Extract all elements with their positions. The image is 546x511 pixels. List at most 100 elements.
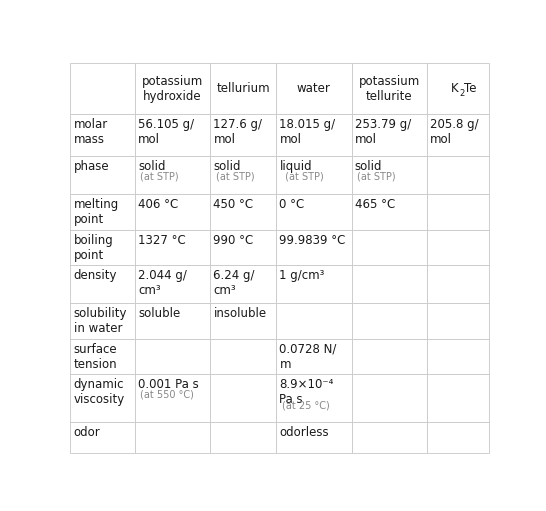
- Text: 99.9839 °C: 99.9839 °C: [280, 234, 346, 247]
- Text: (at 550 °C): (at 550 °C): [140, 389, 194, 399]
- Bar: [70, 374, 135, 422]
- Bar: [427, 339, 489, 374]
- Text: (at STP): (at STP): [216, 171, 254, 181]
- Bar: [70, 422, 135, 453]
- Bar: [70, 114, 135, 156]
- Text: 18.015 g/
mol: 18.015 g/ mol: [280, 118, 336, 146]
- Bar: [135, 339, 210, 374]
- Text: odor: odor: [74, 426, 100, 439]
- Text: 1 g/cm³: 1 g/cm³: [280, 269, 325, 282]
- Bar: [210, 374, 276, 422]
- Text: solid: solid: [355, 160, 382, 173]
- Bar: [70, 265, 135, 304]
- Text: 2.044 g/
cm³: 2.044 g/ cm³: [138, 269, 187, 297]
- Text: 465 °C: 465 °C: [355, 198, 395, 212]
- Text: tellurium: tellurium: [216, 82, 270, 95]
- Text: 6.24 g/
cm³: 6.24 g/ cm³: [213, 269, 255, 297]
- Bar: [210, 63, 276, 114]
- Text: K: K: [450, 82, 458, 95]
- Bar: [276, 156, 352, 194]
- Bar: [70, 63, 135, 114]
- Bar: [135, 265, 210, 304]
- Bar: [70, 339, 135, 374]
- Text: (at 25 °C): (at 25 °C): [282, 401, 329, 410]
- Text: 1327 °C: 1327 °C: [138, 234, 186, 247]
- Text: 8.9×10⁻⁴
Pa s: 8.9×10⁻⁴ Pa s: [280, 378, 334, 406]
- Bar: [210, 114, 276, 156]
- Bar: [135, 304, 210, 339]
- Bar: [352, 304, 427, 339]
- Text: 0.001 Pa s: 0.001 Pa s: [138, 378, 199, 391]
- Text: odorless: odorless: [280, 426, 329, 439]
- Bar: [427, 374, 489, 422]
- Bar: [352, 422, 427, 453]
- Text: Te: Te: [465, 82, 477, 95]
- Bar: [210, 194, 276, 229]
- Text: 205.8 g/
mol: 205.8 g/ mol: [430, 118, 479, 146]
- Bar: [210, 265, 276, 304]
- Bar: [135, 194, 210, 229]
- Text: soluble: soluble: [138, 307, 180, 320]
- Bar: [352, 194, 427, 229]
- Bar: [210, 304, 276, 339]
- Text: phase: phase: [74, 160, 109, 173]
- Text: dynamic
viscosity: dynamic viscosity: [74, 378, 125, 406]
- Bar: [210, 422, 276, 453]
- Text: solubility
in water: solubility in water: [74, 307, 127, 335]
- Bar: [352, 156, 427, 194]
- Text: 450 °C: 450 °C: [213, 198, 253, 212]
- Bar: [276, 339, 352, 374]
- Text: solid: solid: [138, 160, 165, 173]
- Bar: [276, 422, 352, 453]
- Text: 0 °C: 0 °C: [280, 198, 305, 212]
- Text: 406 °C: 406 °C: [138, 198, 178, 212]
- Bar: [427, 265, 489, 304]
- Text: solid: solid: [213, 160, 241, 173]
- Bar: [135, 156, 210, 194]
- Bar: [70, 304, 135, 339]
- Bar: [210, 156, 276, 194]
- Bar: [70, 156, 135, 194]
- Bar: [352, 229, 427, 265]
- Bar: [276, 374, 352, 422]
- Text: 127.6 g/
mol: 127.6 g/ mol: [213, 118, 263, 146]
- Bar: [427, 63, 489, 114]
- Bar: [135, 374, 210, 422]
- Text: insoluble: insoluble: [213, 307, 266, 320]
- Text: 2: 2: [460, 89, 465, 98]
- Text: density: density: [74, 269, 117, 282]
- Bar: [427, 422, 489, 453]
- Text: 253.79 g/
mol: 253.79 g/ mol: [355, 118, 411, 146]
- Text: 0.0728 N/
m: 0.0728 N/ m: [280, 342, 337, 370]
- Bar: [427, 114, 489, 156]
- Text: liquid: liquid: [280, 160, 312, 173]
- Text: (at STP): (at STP): [140, 171, 179, 181]
- Bar: [135, 422, 210, 453]
- Bar: [135, 63, 210, 114]
- Text: (at STP): (at STP): [282, 171, 323, 181]
- Text: (at STP): (at STP): [357, 171, 396, 181]
- Text: boiling
point: boiling point: [74, 234, 114, 262]
- Text: melting
point: melting point: [74, 198, 119, 226]
- Bar: [352, 339, 427, 374]
- Bar: [352, 265, 427, 304]
- Bar: [210, 339, 276, 374]
- Bar: [276, 194, 352, 229]
- Bar: [135, 114, 210, 156]
- Text: water: water: [297, 82, 331, 95]
- Text: surface
tension: surface tension: [74, 342, 117, 370]
- Text: potassium
hydroxide: potassium hydroxide: [141, 75, 203, 103]
- Bar: [210, 229, 276, 265]
- Bar: [276, 63, 352, 114]
- Bar: [276, 304, 352, 339]
- Text: 990 °C: 990 °C: [213, 234, 254, 247]
- Bar: [135, 229, 210, 265]
- Bar: [70, 194, 135, 229]
- Bar: [352, 374, 427, 422]
- Bar: [427, 304, 489, 339]
- Bar: [276, 114, 352, 156]
- Text: molar
mass: molar mass: [74, 118, 108, 146]
- Text: 56.105 g/
mol: 56.105 g/ mol: [138, 118, 194, 146]
- Bar: [352, 63, 427, 114]
- Bar: [427, 194, 489, 229]
